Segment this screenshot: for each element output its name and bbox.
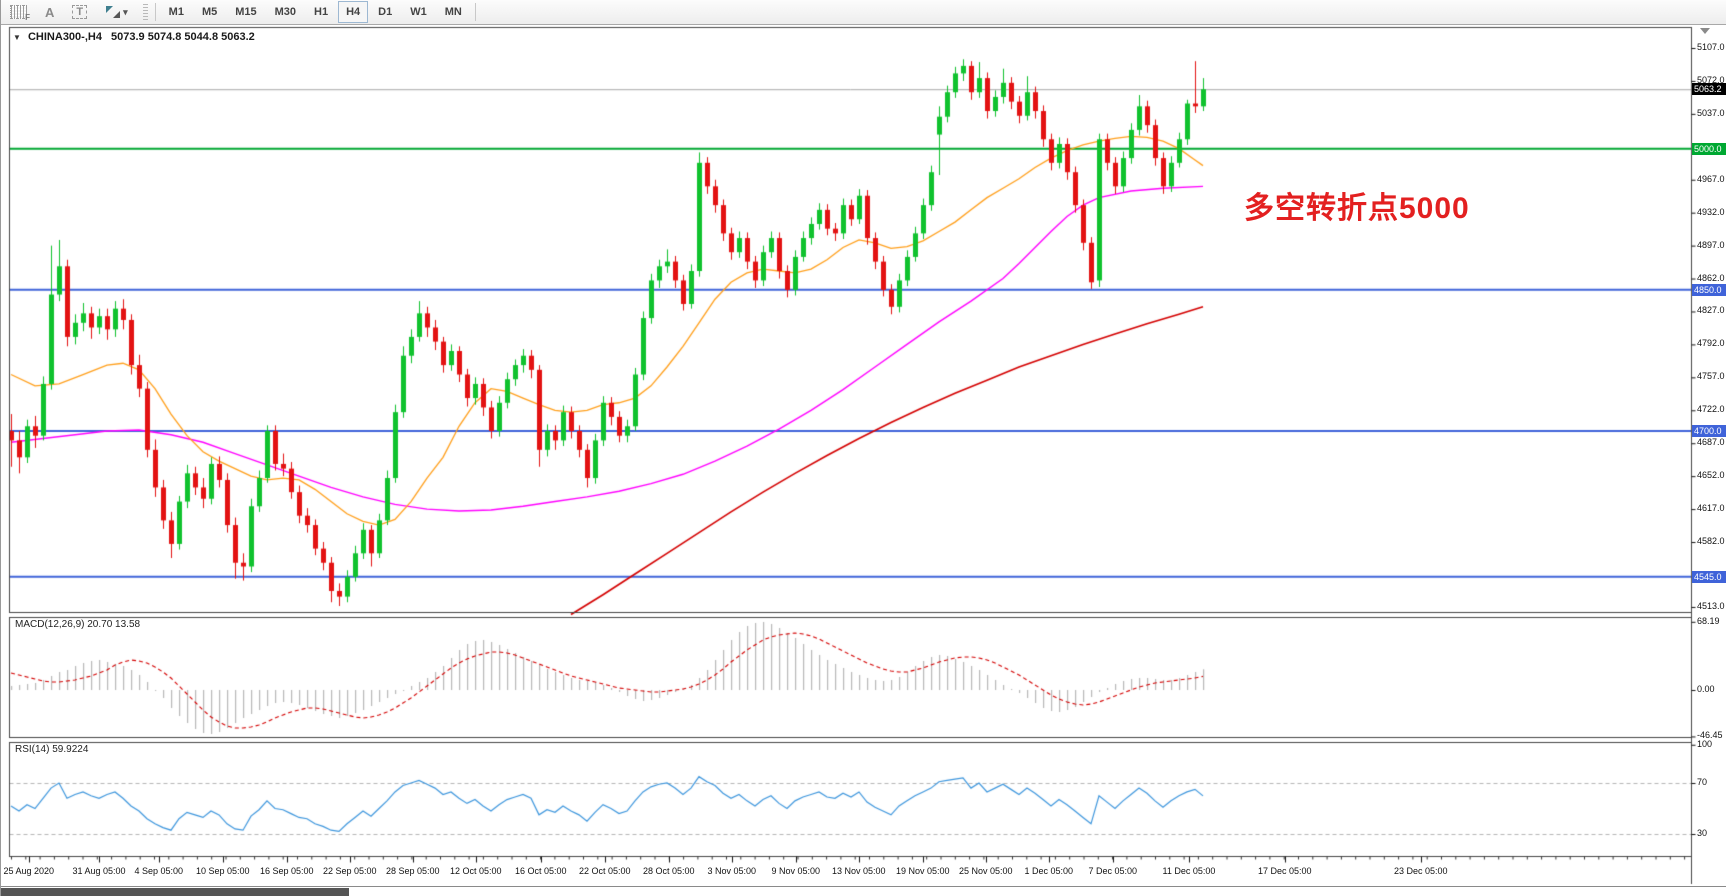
timeframe-button-w1[interactable]: W1 <box>410 6 427 18</box>
toolbar-drag-handle[interactable] <box>142 4 148 20</box>
date-axis-label: 13 Nov 05:00 <box>832 866 886 876</box>
timeframe-button-group: M1 M5 M15 M30 H1 H4 D1 W1 MN <box>160 1 471 23</box>
dotted-grid-icon[interactable]: F <box>2 1 35 23</box>
price-axis-tick-label: 4687.0 <box>1697 437 1725 448</box>
rsi-axis-tick-label: 100 <box>1697 738 1713 749</box>
date-axis-label: 23 Dec 05:00 <box>1394 866 1448 876</box>
symbol-period-label: CHINA300-,H4 <box>27 31 102 43</box>
toolbar-separator <box>474 3 476 21</box>
rsi-indicator-label: RSI(14) 59.9224 <box>15 744 89 755</box>
text-box-icon[interactable]: T <box>64 1 95 23</box>
hline-price-label: 4850.0 <box>1692 283 1726 296</box>
scrollbar-thumb[interactable] <box>1 888 349 896</box>
top-toolbar: F A T ▾ M1 M5 M15 M30 H1 H4 D1 W1 MN <box>1 0 1726 25</box>
timeframe-button-m15[interactable]: M15 <box>235 6 257 18</box>
arrows-tool-icon[interactable]: ▾ <box>97 1 136 23</box>
date-axis-label: 3 Nov 05:00 <box>707 866 757 876</box>
price-axis-tick-label: 4827.0 <box>1697 305 1725 316</box>
hline-price-label: 4700.0 <box>1692 424 1726 437</box>
text-label-icon[interactable]: A <box>45 4 55 20</box>
timeframe-button-m30[interactable]: M30 <box>274 6 297 18</box>
timeframe-button-m1[interactable]: M1 <box>168 6 184 18</box>
timeframe-button-mn[interactable]: MN <box>444 6 462 18</box>
rsi-axis-tick-label: 30 <box>1697 828 1708 838</box>
date-axis-label: 25 Aug 2020 <box>3 866 55 876</box>
macd-indicator-label: MACD(12,26,9) 20.70 13.58 <box>15 619 141 630</box>
date-axis-label: 16 Oct 05:00 <box>515 866 567 876</box>
price-axis-tick-label: 4722.0 <box>1697 404 1725 415</box>
macd-axis-tick-label: -46.45 <box>1697 730 1723 741</box>
date-axis-label: 28 Sep 05:00 <box>386 866 440 876</box>
bid-price-label: 5063.2 <box>1692 83 1726 96</box>
chart-text-annotation: 多空转折点5000 <box>1244 192 1470 225</box>
date-axis-label: 10 Sep 05:00 <box>196 866 250 876</box>
timeframe-button-d1[interactable]: D1 <box>378 6 393 18</box>
price-axis-tick-label: 5037.0 <box>1697 107 1725 118</box>
price-axis-tick-label: 4967.0 <box>1697 173 1725 184</box>
price-axis-tick-label: 5072.0 <box>1697 74 1725 85</box>
price-axis-tick-label: 4757.0 <box>1697 371 1725 382</box>
date-axis-label: 19 Nov 05:00 <box>896 866 950 876</box>
price-axis-tick-label: 4617.0 <box>1697 503 1725 514</box>
price-axis-tick-label: 4792.0 <box>1697 338 1725 349</box>
macd-axis-tick-label: 68.19 <box>1697 615 1720 626</box>
symbol-dropdown-icon[interactable]: ▼ <box>13 33 21 42</box>
date-axis-label: 22 Oct 05:00 <box>579 866 631 876</box>
price-axis-tick-label: 4513.0 <box>1697 600 1725 611</box>
date-axis-label: 7 Dec 05:00 <box>1088 866 1138 876</box>
date-axis-label: 22 Sep 05:00 <box>323 866 377 876</box>
date-axis-label: 1 Dec 05:00 <box>1024 866 1074 876</box>
price-axis-tick-label: 4862.0 <box>1697 272 1725 283</box>
date-axis-label: 12 Oct 05:00 <box>450 866 502 876</box>
date-axis-label: 17 Dec 05:00 <box>1258 866 1312 876</box>
hline-price-label: 5000.0 <box>1692 142 1726 155</box>
date-axis-label: 11 Dec 05:00 <box>1162 866 1216 876</box>
price-axis-tick-label: 4897.0 <box>1697 239 1725 250</box>
date-axis-label: 31 Aug 05:00 <box>72 866 126 876</box>
rsi-axis-tick-label: 70 <box>1697 777 1708 787</box>
arrows-icon <box>105 5 121 19</box>
date-axis-label: 9 Nov 05:00 <box>771 866 821 876</box>
dropdown-caret-icon[interactable]: ▾ <box>123 6 128 17</box>
price-axis-tick-label: 4652.0 <box>1697 470 1725 481</box>
chart-shift-marker-icon[interactable] <box>1700 28 1710 34</box>
chart-canvas[interactable] <box>1 25 1726 896</box>
timeframe-button-m5[interactable]: M5 <box>201 6 218 18</box>
macd-axis-tick-label: 0.00 <box>1697 684 1715 694</box>
price-axis-tick-label: 5107.0 <box>1697 42 1725 52</box>
ohlc-quote-label: 5073.9 5074.8 5044.8 5063.2 <box>111 31 255 43</box>
chart-title: ▼ CHINA300-,H4 5073.9 5074.8 5044.8 5063… <box>13 31 255 43</box>
timeframe-button-h4[interactable]: H4 <box>338 1 369 23</box>
hline-price-label: 4545.0 <box>1692 570 1726 583</box>
date-axis-label: 4 Sep 05:00 <box>134 866 184 876</box>
date-axis-label: 16 Sep 05:00 <box>260 866 314 876</box>
price-axis-tick-label: 4932.0 <box>1697 206 1725 217</box>
horizontal-scrollbar[interactable] <box>1 886 1726 896</box>
date-axis-label: 28 Oct 05:00 <box>643 866 695 876</box>
price-axis-tick-label: 4582.0 <box>1697 536 1725 547</box>
timeframe-button-h1[interactable]: H1 <box>314 6 329 18</box>
toolbar-separator <box>154 3 156 21</box>
date-axis-label: 25 Nov 05:00 <box>959 866 1013 876</box>
